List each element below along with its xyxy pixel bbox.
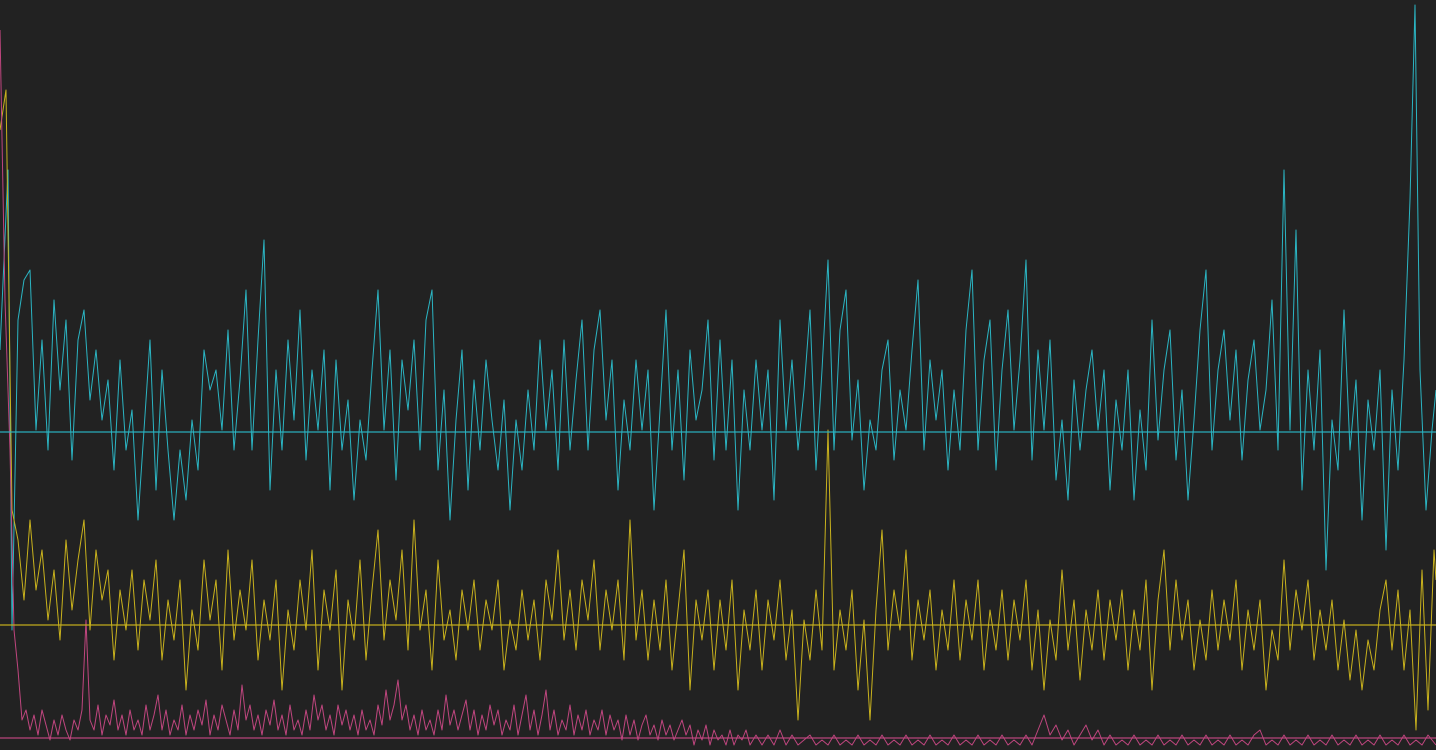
series-layer (0, 4, 1436, 746)
series-line-3 (0, 29, 1436, 746)
series-line-1 (0, 4, 1436, 631)
series-line-2 (0, 89, 1436, 731)
mean-lines-layer (0, 431, 1436, 739)
